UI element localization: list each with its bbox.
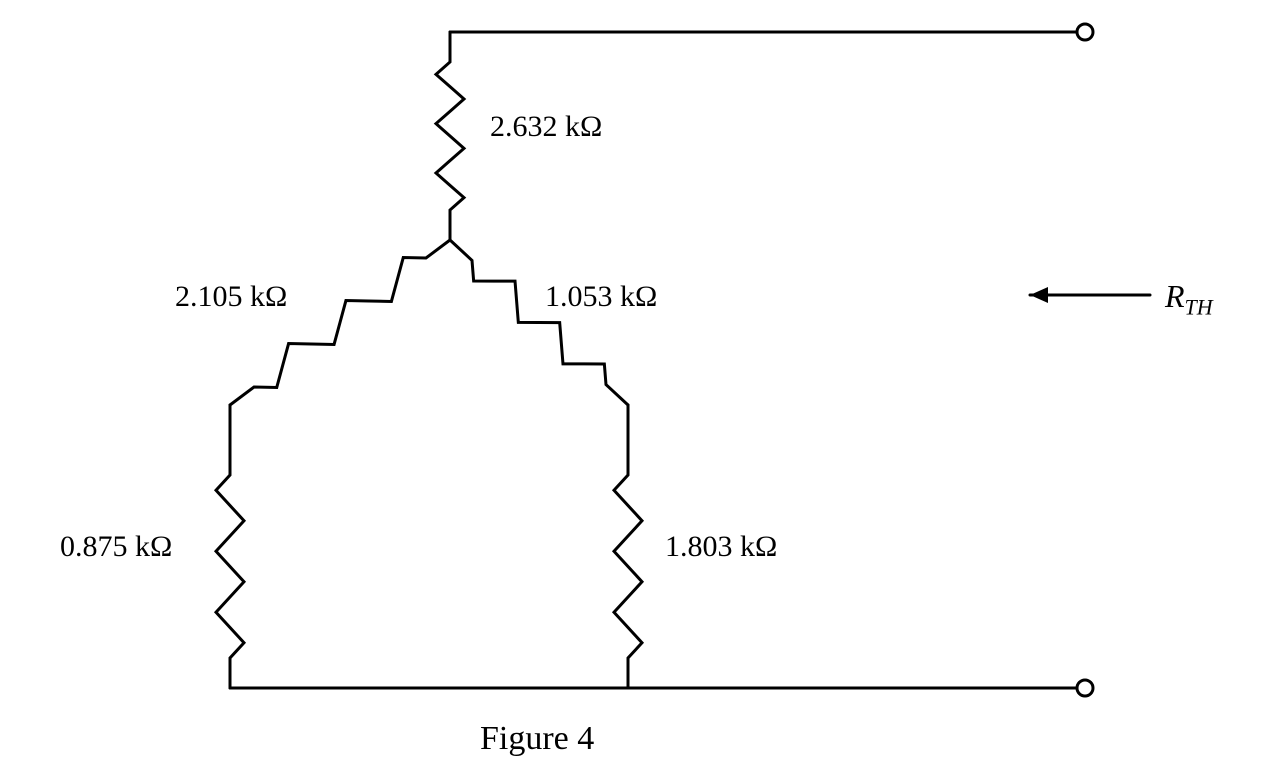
- resistor-right-diag-unit: kΩ: [620, 280, 657, 313]
- resistor-top-unit: kΩ: [565, 110, 602, 143]
- circuit-svg: [0, 0, 1269, 778]
- resistor-left-vert-unit: kΩ: [135, 530, 172, 563]
- resistor-left-diag-unit: kΩ: [250, 280, 287, 313]
- rth-label: RTH: [1165, 278, 1213, 320]
- resistor-right-vert-label: 1.803 kΩ: [665, 530, 777, 564]
- figure-caption: Figure 4: [480, 720, 594, 758]
- resistor-top-label: 2.632 kΩ: [490, 110, 602, 144]
- resistor-left-diag-value: 2.105: [175, 280, 243, 313]
- resistor-right-diag-value: 1.053: [545, 280, 613, 313]
- resistor-left-vert-label: 0.875 kΩ: [60, 530, 172, 564]
- resistor-right-vert-value: 1.803: [665, 530, 733, 563]
- resistor-right-vert-unit: kΩ: [740, 530, 777, 563]
- resistor-left-vert-value: 0.875: [60, 530, 128, 563]
- resistor-left-diag-label: 2.105 kΩ: [175, 280, 287, 314]
- resistor-top-value: 2.632: [490, 110, 558, 143]
- rth-sub: TH: [1185, 294, 1213, 319]
- resistor-right-diag-label: 1.053 kΩ: [545, 280, 657, 314]
- rth-main: R: [1165, 278, 1185, 314]
- circuit-diagram: 2.632 kΩ 2.105 kΩ 1.053 kΩ 0.875 kΩ 1.80…: [0, 0, 1269, 778]
